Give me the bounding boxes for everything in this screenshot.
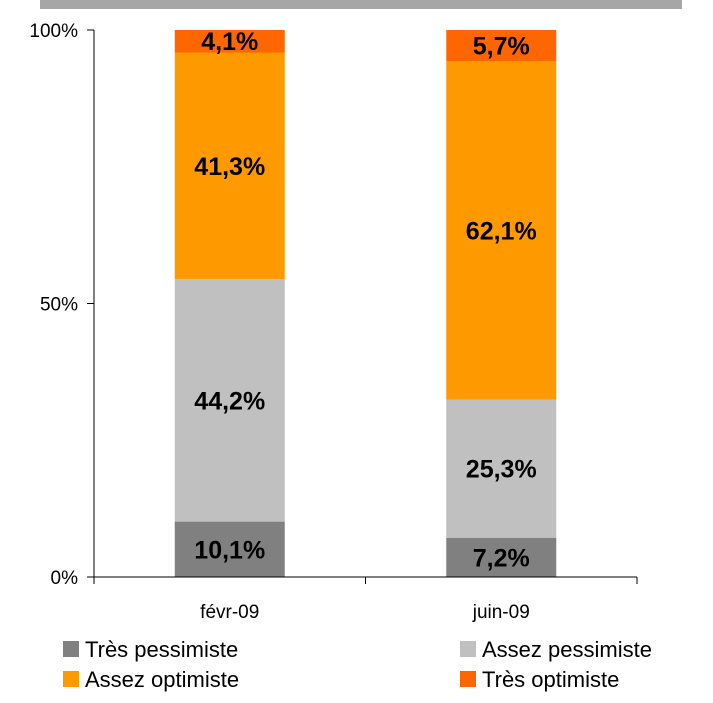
bar-segment xyxy=(174,30,285,53)
data-label: 41,3% xyxy=(194,153,265,181)
legend: Très pessimiste Assez pessimiste Assez opt… xyxy=(63,637,652,692)
bar-segment xyxy=(446,537,557,577)
data-label: 10,1% xyxy=(194,536,265,564)
top-border-strip xyxy=(40,0,682,9)
legend-label: Très pessimiste xyxy=(85,637,238,662)
x-tick-label: juin-09 xyxy=(472,602,530,623)
x-tick-label: févr-09 xyxy=(200,602,259,623)
y-tick-label: 50% xyxy=(40,295,78,316)
axes-layer: févr-09 juin-09 0% 50% 100% xyxy=(29,21,638,623)
data-label: 62,1% xyxy=(466,217,537,245)
bar-segment xyxy=(174,279,285,522)
data-label: 44,2% xyxy=(194,387,265,415)
data-label: 25,3% xyxy=(466,456,537,484)
legend-swatch xyxy=(460,641,476,657)
legend-swatch xyxy=(460,671,476,687)
y-tick-label: 100% xyxy=(29,21,78,42)
data-label: 7,2% xyxy=(473,544,530,572)
data-label: 5,7% xyxy=(473,33,530,61)
data-label: 4,1% xyxy=(201,28,258,56)
data-labels-layer: 10,1% 44,2% 41,3% 4,1% 7,2% 25,3% 62,1% 5,7% xyxy=(194,28,536,572)
bar-segment xyxy=(446,61,557,400)
bar-segment xyxy=(446,399,557,538)
legend-swatch xyxy=(63,671,79,687)
bar-segment xyxy=(174,52,285,280)
legend-swatch xyxy=(63,641,79,657)
legend-label: Assez optimiste xyxy=(85,667,239,692)
legend-label: Assez pessimiste xyxy=(482,637,652,662)
bar-segment xyxy=(446,30,557,62)
legend-label: Très optimiste xyxy=(482,667,619,692)
y-tick-label: 0% xyxy=(51,568,79,589)
bar-segment xyxy=(174,521,285,577)
bars-layer xyxy=(174,30,557,577)
